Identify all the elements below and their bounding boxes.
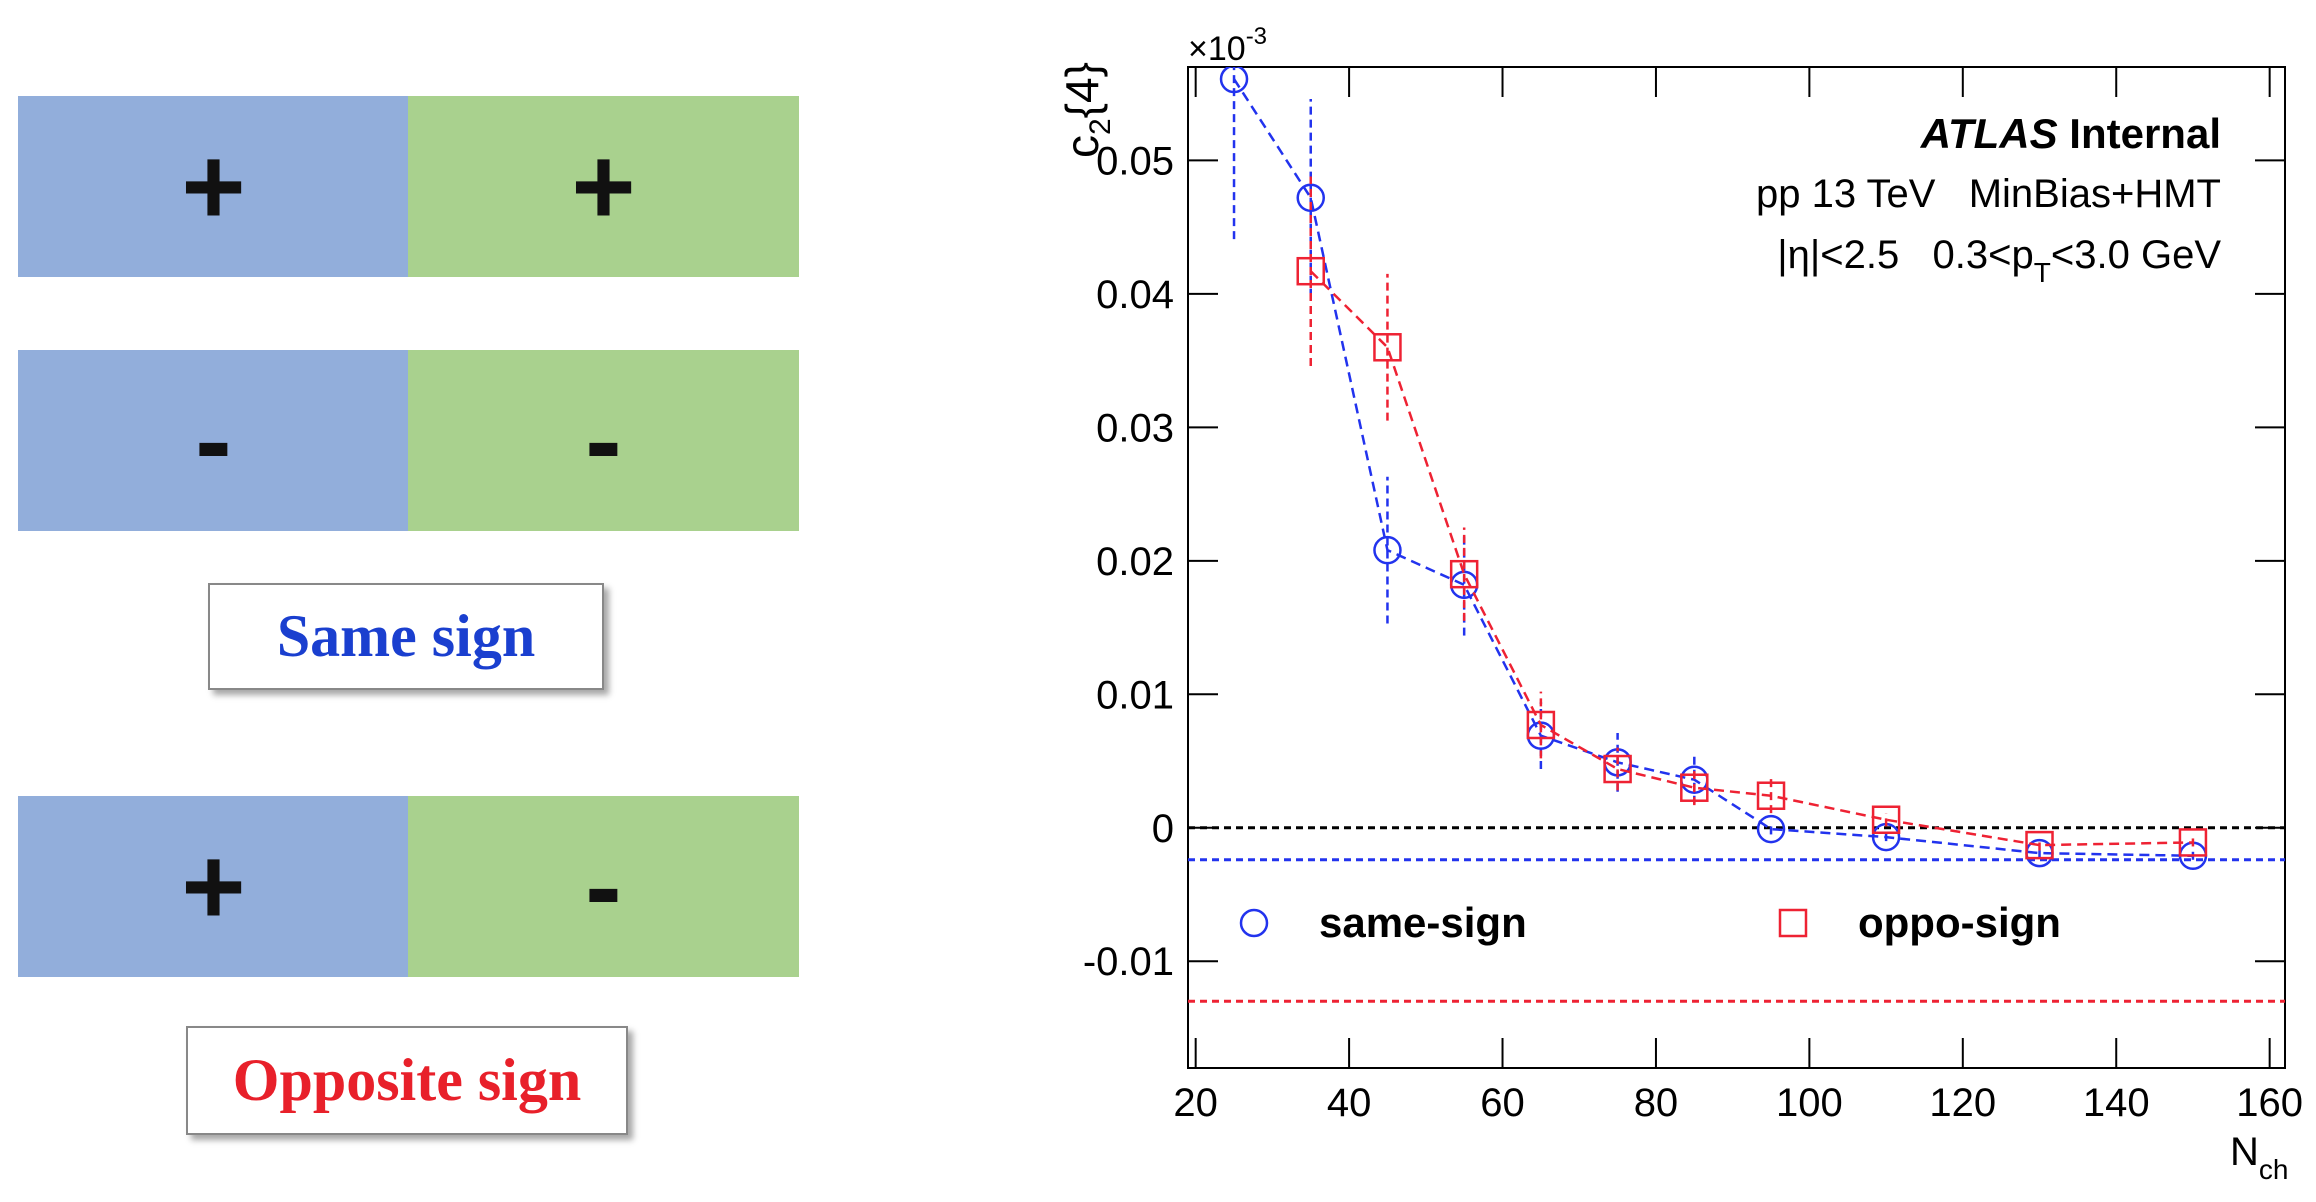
x-tick-label: 120 [1929,1081,1996,1125]
y-tick-label: 0 [1152,807,1174,851]
legend-marker [1239,908,1269,938]
y-tick-label: 0.04 [1096,273,1174,317]
legend-marker [1778,908,1808,938]
sign-cell: + [18,796,409,977]
data-point [1526,710,1556,740]
series-line [1309,270,2193,847]
data-point [1449,559,1479,589]
annotation-part: <3.0 GeV [2051,233,2221,277]
data-point [1373,333,1402,362]
y-tick-label: 0.01 [1096,673,1174,717]
x-axis-label: Nch [2230,1130,2288,1185]
y-tick-label: 0.05 [1096,139,1174,183]
annotation-part: |η|<2.5 0.3<p [1777,233,2034,277]
y-axis-label: c2{4} [1056,62,1117,158]
experiment-label: ATLAS [1920,110,2058,157]
status-label: Internal [2069,110,2221,157]
data-point [1680,773,1709,802]
same-sign-label: Same sign [208,583,604,690]
annotation: |η|<2.5 0.3<pT<3.0 GeV [1777,233,2221,288]
data-point [2178,828,2208,857]
annotation: ATLAS Internal [1920,110,2221,157]
data-point [1603,754,1632,784]
data-point [1373,535,1402,565]
y-tick-label: 0.02 [1096,540,1174,584]
sign-cell: - [408,796,799,977]
sign-cell: - [18,350,409,531]
legend-label: oppo-sign [1858,899,2061,946]
data-point [1756,814,1786,844]
opposite-sign-label: Opposite sign [186,1026,628,1135]
data-point [1296,183,1325,213]
y-tick-label: -0.01 [1083,940,1174,984]
data-point [1296,256,1325,286]
x-tick-label: 40 [1327,1081,1372,1125]
x-tick-label: 80 [1634,1081,1679,1125]
data-point [2025,830,2054,860]
annotation-sub: T [2034,257,2051,288]
x-tick-label: 140 [2083,1081,2150,1125]
y-label-sub: 2 [1084,118,1117,135]
axis-multiplier: ×10-3 [1188,23,1267,68]
y-label-suffix: {4} [1056,62,1108,118]
y-tick-label: 0.03 [1096,406,1174,450]
legend-label: same-sign [1319,899,1527,946]
legend-item: same-sign [1239,899,1527,946]
x-label-sub: ch [2259,1154,2289,1185]
multiplier-exponent: -3 [1246,23,1267,50]
legend-item: oppo-sign [1778,899,2061,946]
sign-cell: + [408,96,799,277]
data-point [1219,67,1249,94]
sign-cell: - [408,350,799,531]
multiplier-base: ×10 [1188,30,1246,68]
x-tick-label: 60 [1480,1081,1525,1125]
plot-frame [1187,66,2286,1069]
data-point [1756,781,1786,810]
x-tick-label: 100 [1776,1081,1843,1125]
data-point [1871,805,1901,835]
x-tick-label: 20 [1173,1081,1218,1125]
y-label-main: c [1056,135,1108,158]
plot-area [1188,67,2285,1003]
sign-cell: + [18,96,409,277]
annotation: pp 13 TeV MinBias+HMT [1756,172,2221,216]
x-label-main: N [2230,1130,2259,1174]
x-tick-label: 160 [2236,1081,2303,1125]
